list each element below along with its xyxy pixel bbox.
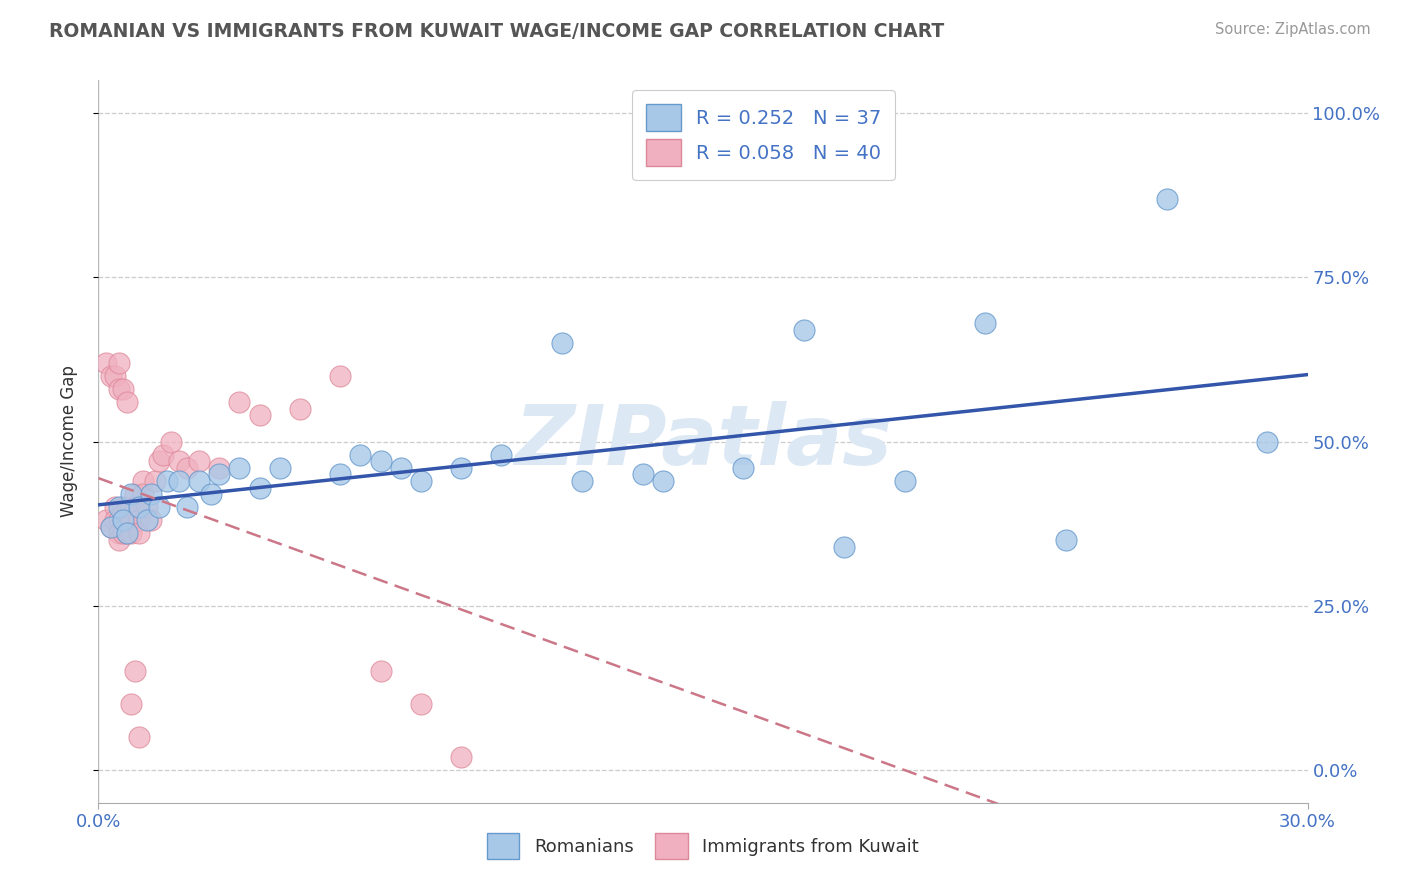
Point (409, 698, 432, 712)
Point (551, 336, 574, 351)
Point (249, 481, 271, 495)
Point (139, 487, 162, 501)
Point (100, 520, 122, 534)
Point (132, 487, 155, 501)
Point (120, 487, 142, 501)
Point (111, 500, 134, 515)
Text: Source: ZipAtlas.com: Source: ZipAtlas.com (1215, 22, 1371, 37)
Point (103, 368, 125, 383)
Point (107, 500, 129, 515)
Point (148, 454, 170, 468)
Point (269, 460, 291, 475)
Point (103, 513, 125, 527)
Point (188, 474, 211, 488)
Point (156, 474, 179, 488)
Point (1156, 192, 1178, 206)
Point (409, 474, 432, 488)
Point (115, 526, 138, 541)
Point (107, 356, 129, 370)
Point (349, 448, 371, 462)
Point (143, 474, 166, 488)
Point (135, 500, 157, 515)
Point (228, 395, 250, 409)
Point (152, 448, 174, 462)
Point (128, 500, 150, 515)
Point (128, 513, 150, 527)
Point (329, 368, 352, 383)
Point (832, 540, 855, 554)
Point (128, 526, 150, 541)
Point (100, 520, 122, 534)
Point (188, 454, 211, 468)
Point (115, 500, 138, 515)
Point (124, 500, 146, 515)
Point (128, 500, 150, 515)
Point (329, 467, 352, 482)
Point (176, 460, 198, 475)
Point (167, 474, 190, 488)
Point (103, 500, 125, 515)
Point (107, 526, 129, 541)
Point (111, 526, 134, 541)
Legend: Romanians, Immigrants from Kuwait: Romanians, Immigrants from Kuwait (479, 826, 927, 866)
Point (128, 730, 150, 744)
Point (111, 382, 134, 396)
Point (974, 316, 997, 330)
Point (111, 513, 134, 527)
Point (208, 460, 231, 475)
Point (111, 513, 134, 527)
Point (107, 382, 129, 396)
Point (370, 454, 392, 468)
Point (450, 460, 472, 475)
Point (228, 460, 250, 475)
Point (249, 409, 271, 423)
Point (1054, 533, 1077, 547)
Y-axis label: Wage/Income Gap: Wage/Income Gap (59, 366, 77, 517)
Point (96, 356, 118, 370)
Point (491, 448, 513, 462)
Point (100, 368, 122, 383)
Point (370, 665, 392, 679)
Text: ROMANIAN VS IMMIGRANTS FROM KUWAIT WAGE/INCOME GAP CORRELATION CHART: ROMANIAN VS IMMIGRANTS FROM KUWAIT WAGE/… (49, 22, 945, 41)
Point (120, 500, 142, 515)
Point (160, 434, 183, 449)
Point (571, 474, 593, 488)
Point (132, 474, 155, 488)
Point (107, 513, 129, 527)
Point (135, 513, 157, 527)
Point (120, 513, 142, 527)
Point (651, 474, 673, 488)
Point (124, 487, 146, 501)
Point (120, 698, 142, 712)
Point (1256, 434, 1278, 449)
Point (120, 526, 142, 541)
Point (124, 665, 146, 679)
Point (733, 460, 755, 475)
Point (96, 513, 118, 527)
Point (631, 467, 654, 482)
Point (208, 467, 231, 482)
Point (115, 513, 138, 527)
Point (200, 487, 222, 501)
Point (115, 395, 138, 409)
Point (793, 323, 815, 337)
Point (450, 749, 472, 764)
Point (107, 533, 129, 547)
Point (288, 401, 311, 416)
Point (167, 454, 190, 468)
Point (148, 500, 170, 515)
Point (139, 513, 162, 527)
Point (176, 500, 198, 515)
Point (389, 460, 412, 475)
Text: ZIPatlas: ZIPatlas (515, 401, 891, 482)
Point (893, 474, 915, 488)
Point (115, 526, 138, 541)
